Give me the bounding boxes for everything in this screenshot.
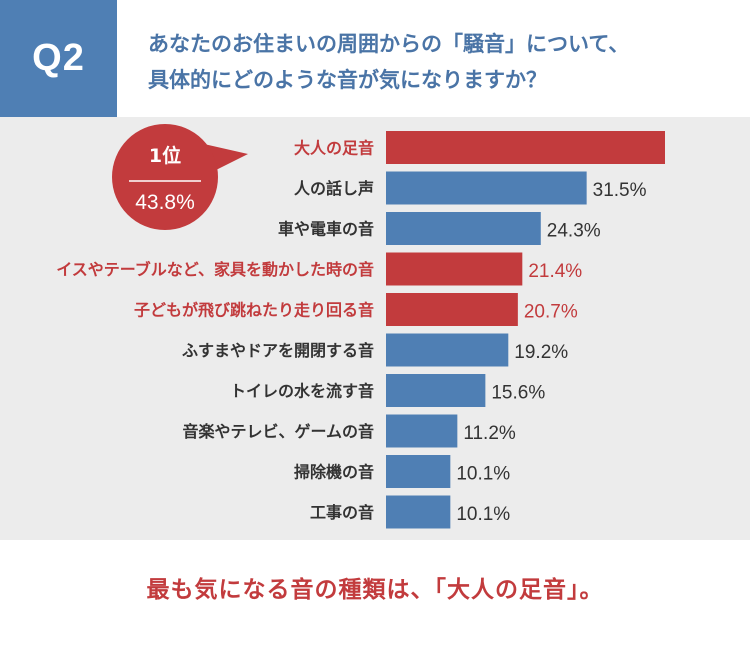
bar-4 <box>386 252 523 286</box>
value-label-9: 10.1% <box>456 464 510 485</box>
value-label-4: 21.4% <box>528 261 582 282</box>
value-label-5: 20.7% <box>524 302 578 323</box>
callout-circle <box>112 124 218 230</box>
value-label-3: 24.3% <box>547 221 601 242</box>
bar-5 <box>386 293 518 326</box>
value-label-6: 19.2% <box>514 342 568 363</box>
bar-10 <box>386 495 451 529</box>
category-label-2: 人の話し声 <box>294 179 374 198</box>
category-label-4: イスやテーブルなど、家具を動かした時の音 <box>56 260 374 279</box>
value-label-7: 15.6% <box>491 383 545 404</box>
category-label-10: 工事の音 <box>310 503 374 522</box>
question-text: あなたのお住まいの周囲からの「騒音」について、 具体的にどのような音が気になりま… <box>148 26 738 98</box>
header: Q2 あなたのお住まいの周囲からの「騒音」について、 具体的にどのような音が気に… <box>0 0 750 117</box>
bar-8 <box>386 414 458 448</box>
category-label-7: トイレの水を流す音 <box>230 382 374 401</box>
question-line-1: あなたのお住まいの周囲からの「騒音」について、 <box>148 32 630 56</box>
bar-7 <box>386 374 486 407</box>
category-label-9: 掃除機の音 <box>294 463 374 482</box>
bar-9 <box>386 455 451 488</box>
category-label-8: 音楽やテレビ、ゲームの音 <box>182 422 374 441</box>
question-number-badge: Q2 <box>0 0 117 117</box>
value-label-10: 10.1% <box>456 504 510 525</box>
chart-panel: 大人の足音人の話し声 31.5% 車や電車の音 24.3% イスやテーブルなど、家具を動… <box>0 117 750 540</box>
question-line-2: 具体的にどのような音が気になりますか？ <box>148 68 547 92</box>
value-label-8: 11.2% <box>463 423 516 444</box>
bar-6 <box>386 333 509 367</box>
callout-rank: 1位 <box>149 144 181 167</box>
bar-2 <box>386 171 587 205</box>
bar-1 <box>386 131 665 164</box>
value-label-2: 31.5% <box>593 180 647 201</box>
category-label-5: 子どもが飛び跳ねたり走り回る音 <box>134 301 374 320</box>
bar-3 <box>386 212 541 245</box>
callout-value: 43.8% <box>135 191 195 214</box>
category-label-3: 車や電車の音 <box>278 220 374 239</box>
category-label-1: 大人の足音 <box>294 139 374 158</box>
conclusion-text: 最も気になる音の種類は、「大人の足音」。 <box>146 577 604 603</box>
category-label-6: ふすまやドアを開閉する音 <box>182 341 374 360</box>
